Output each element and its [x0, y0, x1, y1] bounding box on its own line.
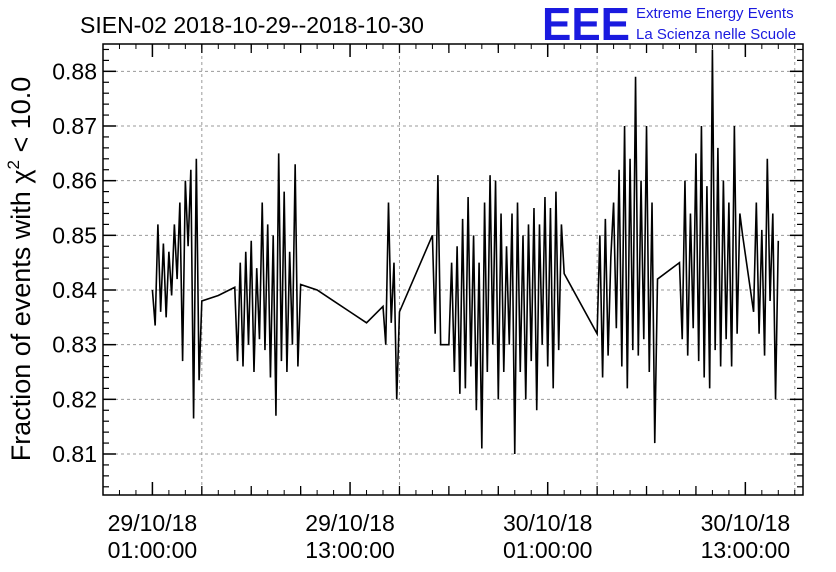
y-tick-label: 0.84	[52, 277, 97, 303]
chart-title: SIEN-02 2018-10-29--2018-10-30	[80, 12, 424, 38]
y-tick-label: 0.87	[52, 113, 97, 139]
brand-line-1: Extreme Energy Events	[636, 5, 794, 22]
y-tick-label: 0.85	[52, 222, 97, 248]
series-layer	[151, 49, 780, 455]
y-tick-label: 0.88	[52, 58, 97, 84]
x-tick-label-date: 29/10/18	[305, 510, 395, 536]
y-tick-label: 0.81	[52, 441, 97, 467]
x-tick-label-date: 29/10/18	[108, 510, 198, 536]
axis-labels: 0.81 0.82 0.83 0.84 0.85 0.86 0.87 0.88 29/10/18…	[52, 58, 790, 563]
series-line	[151, 49, 780, 455]
x-tick-label-date: 30/10/18	[503, 510, 593, 536]
eee-logo-text: EEE	[542, 0, 630, 50]
eee-logo: EEE Extreme Energy Events La Scienza nel…	[542, 0, 796, 50]
axis-ticks	[102, 44, 803, 495]
plot-frame	[102, 43, 804, 496]
x-tick-label-time: 01:00:00	[503, 537, 593, 563]
y-tick-label: 0.86	[52, 168, 97, 194]
y-tick-label: 0.82	[52, 386, 97, 412]
x-tick-label-time: 13:00:00	[701, 537, 791, 563]
y-tick-label: 0.83	[52, 332, 97, 358]
x-tick-label-time: 01:00:00	[108, 537, 198, 563]
x-tick-label-time: 13:00:00	[305, 537, 395, 563]
brand-line-2: La Scienza nelle Scuole	[636, 26, 796, 43]
x-tick-label-date: 30/10/18	[701, 510, 791, 536]
y-axis-label: Fraction of events with χ2 < 10.0	[4, 77, 36, 462]
